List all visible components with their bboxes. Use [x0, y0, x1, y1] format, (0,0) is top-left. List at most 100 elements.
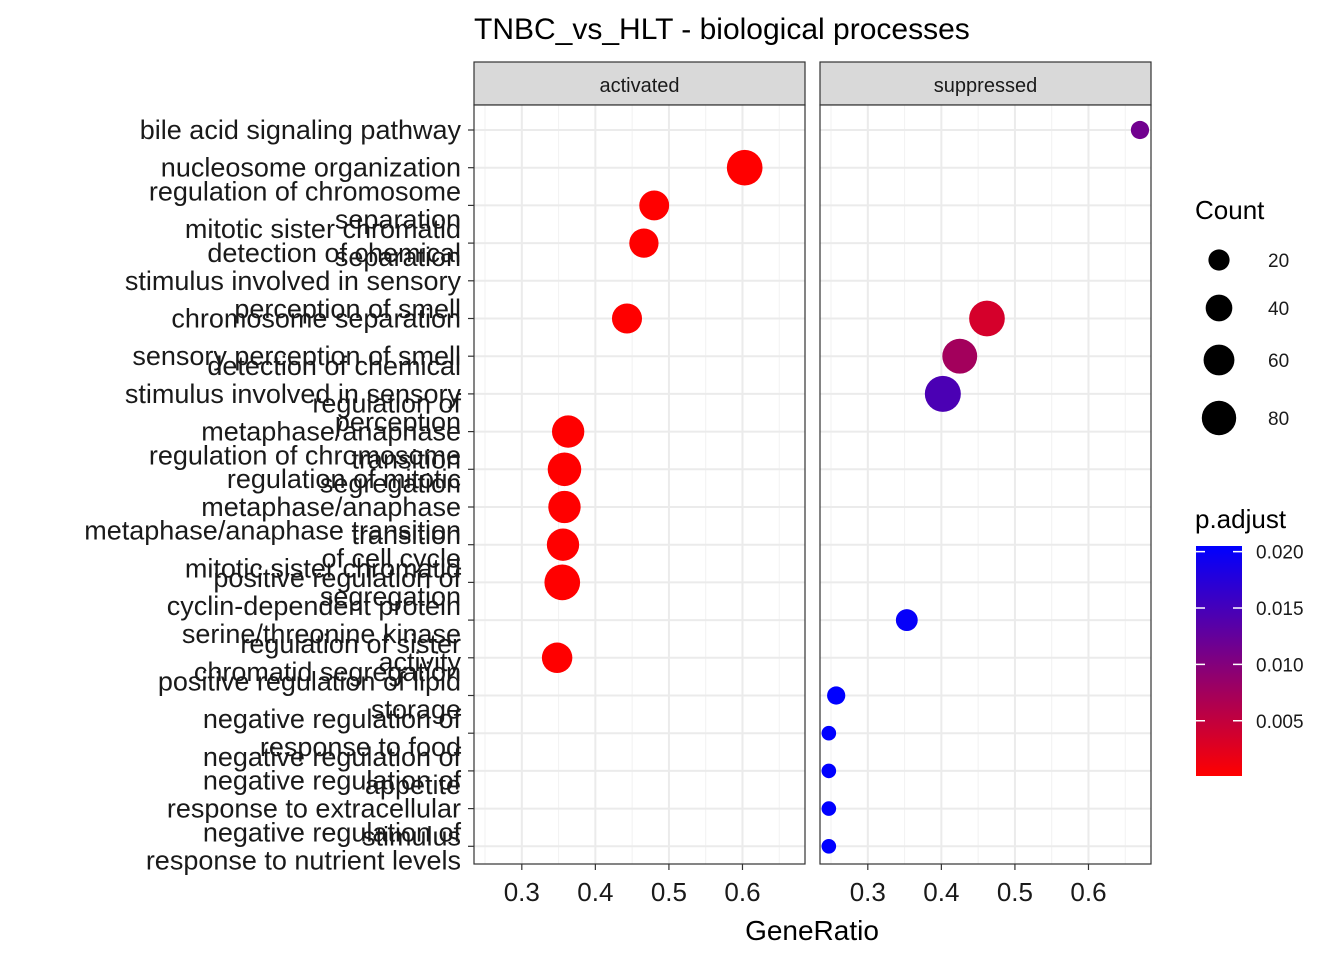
data-point — [546, 528, 580, 561]
chart-title: TNBC_vs_HLT - biological processes — [474, 13, 970, 46]
padjust-tick-label: 0.005 — [1256, 712, 1304, 733]
data-point — [639, 190, 670, 221]
count-legend-key — [1203, 344, 1235, 376]
y-axis-label: transition — [351, 520, 461, 550]
data-point — [827, 686, 846, 705]
y-axis-label: sensory perception of smell — [132, 341, 461, 371]
data-point — [969, 300, 1005, 337]
data-point — [821, 725, 837, 741]
y-axis-label: chromatid segregation — [194, 657, 461, 687]
y-axis-label: metaphase/anaphase — [201, 492, 461, 522]
x-axis: 0.3 0.4 0.5 0.6 0.3 0.4 0.5 0.6 — [504, 864, 1107, 907]
y-axis-label: serine/threonine kinase — [182, 619, 461, 649]
y-axis-label: separation — [335, 242, 461, 272]
y-axis-label: bile acid signaling pathway — [140, 115, 462, 145]
y-axis-label: metaphase/anaphase transition — [84, 516, 461, 546]
y-axis-label: stimulus involved in sensory — [125, 379, 462, 409]
data-point — [895, 609, 918, 632]
data-point — [629, 228, 659, 258]
padjust-tick-label: 0.020 — [1256, 543, 1304, 564]
y-axis-label: regulation of — [312, 389, 461, 419]
grid-suppressed — [820, 105, 1151, 864]
panel-suppressed: suppressed — [819, 61, 1152, 865]
count-legend-title: Count — [1195, 195, 1265, 225]
x-axis-tick-label: 0.3 — [504, 877, 540, 907]
y-axis-label: response to nutrient levels — [146, 845, 461, 875]
y-axis-label: positive regulation of — [213, 563, 461, 593]
y-axis-label: mitotic sister chromatid — [185, 214, 461, 244]
data-point — [1130, 120, 1150, 140]
y-axis-label: regulation of mitotic — [227, 464, 461, 494]
y-axis-label: positive regulation of lipid — [158, 667, 461, 697]
data-point — [821, 763, 837, 779]
padjust-legend-title: p.adjust — [1195, 504, 1287, 534]
x-axis-tick-label: 0.4 — [923, 877, 959, 907]
count-legend-label: 40 — [1268, 299, 1289, 320]
y-axis-label: negative regulation of — [203, 704, 462, 734]
data-point — [544, 564, 581, 601]
count-legend-key — [1208, 249, 1230, 271]
y-axis-label: mitotic sister chromatid — [185, 553, 461, 583]
y-axis-label: negative regulation of — [203, 817, 462, 847]
x-axis-tick-label: 0.6 — [724, 877, 760, 907]
y-axis-label: segregation — [320, 581, 461, 611]
y-axis-label: regulation of chromosome — [149, 440, 461, 470]
x-axis-tick-label: 0.5 — [997, 877, 1033, 907]
data-point — [547, 452, 582, 487]
y-axis-label: response to extracellular — [167, 794, 461, 824]
count-legend-key — [1205, 294, 1233, 322]
padjust-colorbar — [1196, 546, 1242, 776]
y-axis-label: activity — [378, 647, 461, 677]
count-legend-label: 20 — [1268, 251, 1289, 272]
y-axis-label: regulation of chromosome — [149, 176, 461, 206]
data-point — [821, 801, 837, 816]
x-axis-tick-label: 0.6 — [1070, 877, 1106, 907]
y-axis-label: stimulus involved in sensory — [125, 266, 462, 296]
panel-border-suppressed — [819, 104, 1152, 865]
data-point — [548, 490, 581, 524]
y-axis-label: detection of chemical — [207, 351, 461, 381]
data-point — [942, 338, 978, 374]
y-axis-label: of cell cycle — [321, 544, 461, 574]
points-activated — [541, 149, 763, 674]
y-axis: bile acid signaling pathway nucleosome or… — [84, 115, 474, 875]
x-axis-tick-label: 0.3 — [850, 877, 886, 907]
y-axis-label: stimulus — [362, 822, 461, 852]
y-axis-label: negative regulation of — [203, 742, 462, 772]
data-point — [821, 839, 837, 854]
y-axis-label: cyclin-dependent protein — [167, 591, 461, 621]
panel-border-activated — [473, 104, 806, 865]
panel-background — [474, 105, 805, 864]
padjust-legend: p.adjust 0.005 0.010 0.015 0.020 — [1195, 504, 1304, 776]
data-point — [541, 642, 573, 674]
y-axis-label: perception — [335, 407, 461, 437]
panel-strip-label-suppressed: suppressed — [934, 75, 1037, 97]
count-legend-key — [1201, 400, 1237, 436]
x-axis-tick-label: 0.5 — [651, 877, 687, 907]
y-axis-label: segregation — [320, 468, 461, 498]
data-point — [611, 303, 643, 334]
y-axis-label: negative regulation of — [203, 766, 462, 796]
y-axis-label: metaphase/anaphase — [201, 417, 461, 447]
data-point — [551, 415, 585, 448]
grid-activated — [474, 105, 805, 864]
panel-background — [820, 105, 1151, 864]
y-axis-label: chromosome separation — [171, 304, 461, 334]
panel-strip-suppressed — [819, 61, 1152, 106]
panel-strip-label-activated: activated — [599, 75, 679, 97]
panel-activated: activated — [473, 61, 806, 865]
count-legend-label: 60 — [1268, 351, 1289, 372]
count-legend-label: 80 — [1268, 409, 1289, 430]
padjust-tick-label: 0.010 — [1256, 655, 1304, 676]
y-axis-label: transition — [351, 445, 461, 475]
points-suppressed — [821, 120, 1150, 854]
y-axis-label: regulation of sister — [240, 629, 461, 659]
y-axis-label: storage — [371, 695, 461, 725]
y-axis-label: separation — [335, 204, 461, 234]
y-axis-label: perception of smell — [234, 294, 461, 324]
panel-strip-activated — [473, 61, 806, 106]
y-axis-label: nucleosome organization — [161, 153, 461, 183]
x-axis-tick-label: 0.4 — [577, 877, 613, 907]
y-axis-label: response to food — [260, 732, 461, 762]
